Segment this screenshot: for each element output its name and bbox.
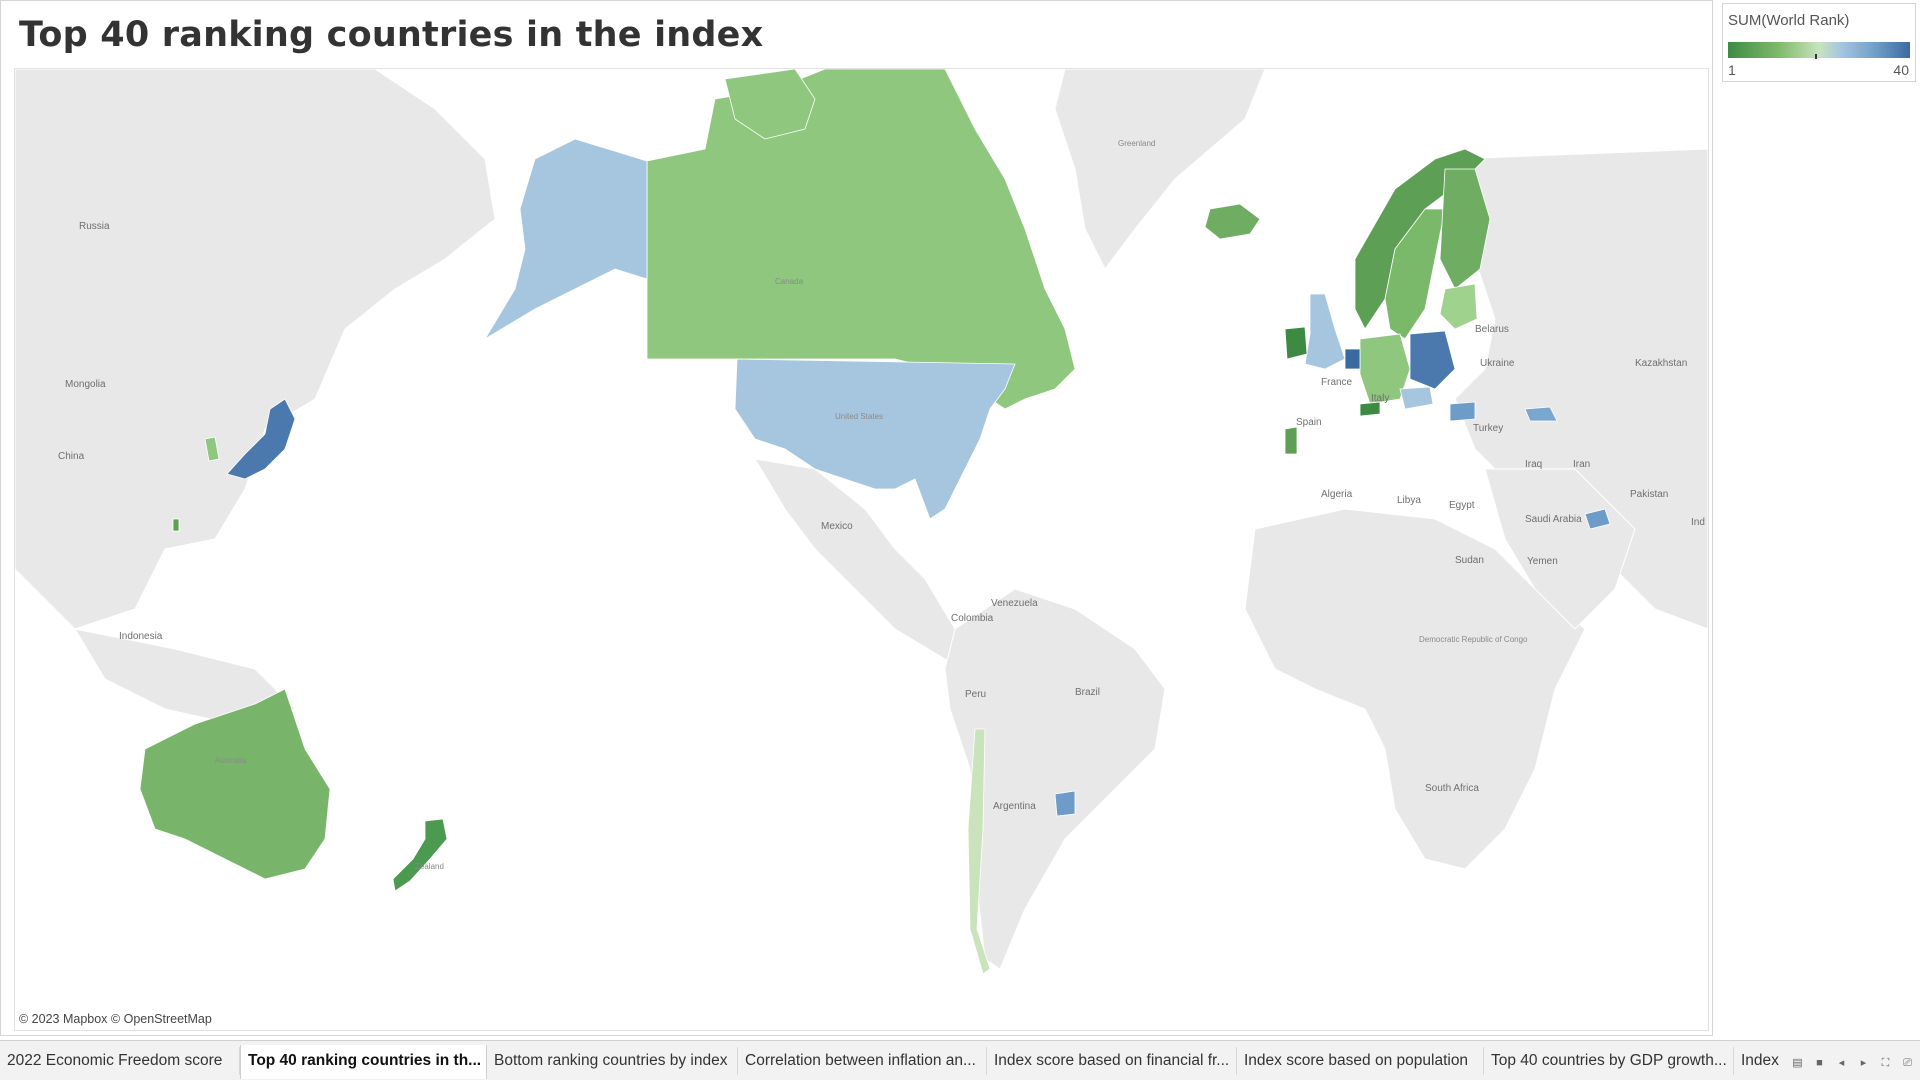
country-new-zealand[interactable] [392, 818, 448, 892]
label-argentina: Argentina [993, 801, 1036, 812]
label-united-states: United States [835, 412, 883, 421]
label-canada: Canada [775, 277, 804, 286]
tab-index[interactable]: Index [1741, 1052, 1779, 1069]
land-middle-east [1484, 468, 1636, 630]
label-new-zealand: Zealand [415, 862, 444, 871]
country-canada[interactable] [646, 69, 1076, 410]
country-canada-islands[interactable] [724, 69, 816, 140]
label-algeria: Algeria [1321, 489, 1353, 500]
label-belarus: Belarus [1475, 324, 1509, 335]
label-france: France [1321, 377, 1353, 388]
world-map[interactable]: Russia Greenland Mongolia China Indonesi… [14, 68, 1709, 1031]
label-colombia: Colombia [951, 613, 994, 624]
sheet-title: Top 40 ranking countries in the index [19, 15, 764, 55]
country-chile[interactable] [967, 728, 991, 975]
filmstrip-icon[interactable]: ■ [1816, 1056, 1823, 1069]
country-portugal[interactable] [1284, 426, 1298, 455]
country-georgia[interactable] [1524, 406, 1558, 422]
tab-financial-freedom[interactable]: Index score based on financial fr... [987, 1047, 1237, 1075]
label-peru: Peru [965, 689, 986, 700]
country-uae[interactable] [1584, 508, 1611, 530]
label-spain: Spain [1296, 417, 1322, 428]
country-iceland[interactable] [1204, 203, 1261, 240]
label-libya: Libya [1397, 495, 1421, 506]
label-greenland: Greenland [1118, 139, 1155, 148]
label-china: China [58, 451, 85, 462]
label-ukraine: Ukraine [1480, 358, 1515, 369]
color-legend[interactable]: SUM(World Rank) 1 40 [1722, 3, 1916, 82]
legend-min-label: 1 [1728, 62, 1736, 78]
country-switzerland[interactable] [1359, 401, 1381, 417]
label-pakistan: Pakistan [1630, 489, 1668, 500]
country-us-alaska[interactable] [484, 138, 648, 340]
legend-color-ramp [1728, 42, 1910, 58]
country-australia[interactable] [139, 688, 331, 880]
land-africa [1244, 508, 1586, 870]
next-sheet-icon[interactable]: ▸ [1860, 1056, 1867, 1069]
tab-economic-freedom-score[interactable]: 2022 Economic Freedom score [0, 1047, 240, 1075]
label-australia: Australia [215, 756, 247, 765]
legend-midpoint-marker [1815, 54, 1817, 59]
label-venezuela: Venezuela [991, 598, 1038, 609]
present-icon[interactable]: ⎚ [1903, 1056, 1912, 1069]
label-mexico: Mexico [821, 521, 853, 532]
country-czechia[interactable] [1399, 386, 1434, 410]
legend-max-label: 40 [1893, 62, 1909, 78]
country-uruguay[interactable] [1054, 790, 1076, 817]
land-greenland [1054, 69, 1266, 270]
country-germany[interactable] [1359, 333, 1411, 405]
tab-correlation-inflation[interactable]: Correlation between inflation an... [738, 1047, 987, 1075]
label-drc: Democratic Republic of Congo [1419, 635, 1528, 644]
sheet-tab-bar: 2022 Economic Freedom score Top 40 ranki… [0, 1040, 1920, 1080]
label-iran: Iran [1573, 459, 1590, 470]
sheet-sorter-icon[interactable]: ▤ [1792, 1056, 1803, 1069]
country-netherlands[interactable] [1344, 348, 1361, 370]
country-poland[interactable] [1409, 330, 1456, 390]
map-attribution[interactable]: © 2023 Mapbox © OpenStreetMap [19, 1012, 212, 1026]
country-baltics[interactable] [1439, 283, 1478, 330]
label-india: Ind [1691, 517, 1705, 528]
tab-controls: ▤ ■ ◂ ▸ ⛶ ⎚ [1791, 1055, 1914, 1071]
label-iraq: Iraq [1525, 459, 1542, 470]
country-ireland[interactable] [1284, 326, 1308, 360]
label-yemen: Yemen [1527, 556, 1558, 567]
label-turkey: Turkey [1473, 423, 1503, 434]
country-united-kingdom[interactable] [1304, 293, 1346, 370]
label-sudan: Sudan [1455, 555, 1484, 566]
label-saudi-arabia: Saudi Arabia [1525, 514, 1582, 525]
label-indonesia: Indonesia [119, 631, 163, 642]
tab-bottom-ranking[interactable]: Bottom ranking countries by index [487, 1047, 738, 1075]
tab-gdp-growth[interactable]: Top 40 countries by GDP growth... [1484, 1047, 1734, 1075]
tab-population[interactable]: Index score based on population [1237, 1047, 1484, 1075]
country-finland[interactable] [1439, 168, 1491, 290]
label-egypt: Egypt [1449, 500, 1475, 511]
country-japan[interactable] [226, 398, 296, 480]
label-brazil: Brazil [1075, 687, 1100, 698]
fullscreen-icon[interactable]: ⛶ [1881, 1056, 1890, 1069]
previous-sheet-icon[interactable]: ◂ [1838, 1056, 1845, 1069]
country-romania[interactable] [1449, 401, 1476, 422]
country-taiwan[interactable] [172, 518, 180, 532]
tab-top-40-ranking[interactable]: Top 40 ranking countries in th... [240, 1045, 487, 1079]
label-south-africa: South Africa [1425, 783, 1479, 794]
label-italy: Italy [1371, 393, 1389, 404]
label-russia: Russia [79, 221, 110, 232]
land-south-america [944, 588, 1166, 970]
country-south-korea[interactable] [204, 436, 220, 462]
country-sweden[interactable] [1384, 208, 1446, 340]
land-asia-east [15, 69, 496, 630]
label-kazakhstan: Kazakhstan [1635, 358, 1687, 369]
country-united-states[interactable] [734, 358, 1016, 520]
legend-title: SUM(World Rank) [1728, 12, 1850, 29]
label-mongolia: Mongolia [65, 379, 106, 390]
worksheet: Top 40 ranking countries in the index [0, 0, 1713, 1036]
